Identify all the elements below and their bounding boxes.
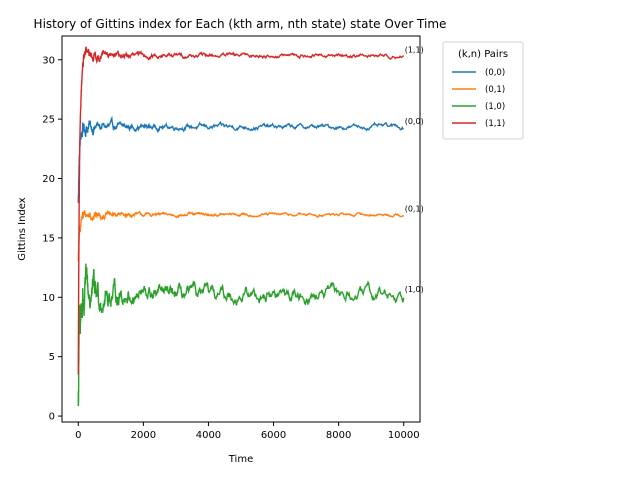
y-tick-label: 30 <box>42 55 55 66</box>
series-line-11 <box>77 46 405 375</box>
x-tick-label: 0 <box>75 430 81 441</box>
legend-entry-label: (1,1) <box>485 119 505 129</box>
series-end-label: (1,1) <box>405 46 424 55</box>
legend-frame <box>442 41 524 140</box>
legend-items: (0,0) (0,1) (1,0) (1,1) <box>452 68 505 129</box>
y-tick-label: 5 <box>49 352 55 363</box>
legend-entry-label: (0,1) <box>485 85 505 95</box>
x-axis-ticks: 0 2000 4000 6000 8000 10000 <box>75 422 420 441</box>
y-axis-label: Gittins Index <box>17 197 28 260</box>
plot-area: (0,0) (0,1) (1,0) (1,1) <box>61 35 424 423</box>
series-line-10 <box>77 263 405 407</box>
x-tick-label: 8000 <box>326 430 351 441</box>
series-end-label: (1,0) <box>405 285 424 294</box>
series-end-label: (0,0) <box>405 117 424 126</box>
y-tick-label: 15 <box>42 233 55 244</box>
y-tick-label: 0 <box>49 412 55 423</box>
legend-title: (k,n) Pairs <box>458 49 508 60</box>
y-tick-label: 25 <box>42 115 55 126</box>
x-tick-label: 10000 <box>388 430 420 441</box>
series-line-00 <box>77 115 404 204</box>
series-end-label: (0,1) <box>405 205 424 214</box>
x-axis-label: Time <box>228 454 253 465</box>
legend: (k,n) Pairs (0,0) (0,1) (1,0) (1,1) <box>442 41 524 140</box>
x-tick-label: 4000 <box>196 430 221 441</box>
series-layer <box>77 46 405 407</box>
legend-entry-label: (0,0) <box>485 68 505 78</box>
y-tick-label: 20 <box>42 174 55 185</box>
y-axis-ticks: 0 5 10 15 20 25 30 <box>42 55 62 423</box>
legend-entry-label: (1,0) <box>485 102 505 112</box>
y-tick-label: 10 <box>42 293 55 304</box>
x-tick-label: 2000 <box>131 430 156 441</box>
plot-frame <box>61 35 421 423</box>
chart-title: History of Gittins index for Each (kth a… <box>34 17 447 31</box>
x-tick-label: 6000 <box>261 430 286 441</box>
series-line-01 <box>77 210 405 262</box>
end-label-layer: (0,0) (0,1) (1,0) (1,1) <box>405 46 424 294</box>
